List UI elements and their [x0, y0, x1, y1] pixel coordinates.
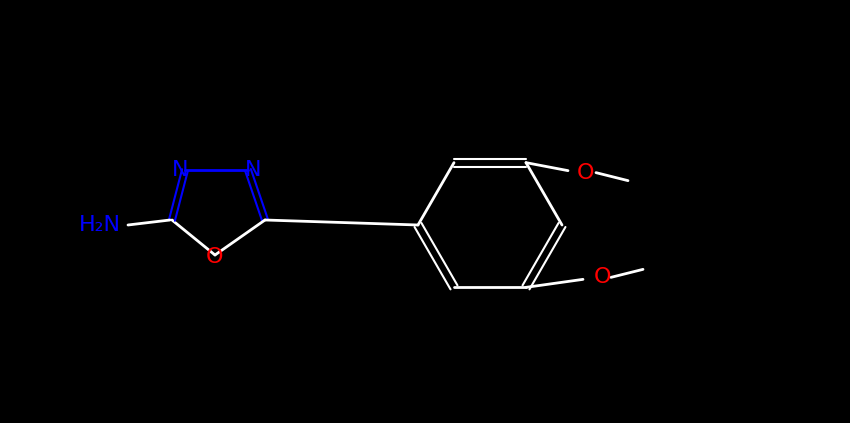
Text: H₂N: H₂N [79, 215, 121, 235]
Text: O: O [594, 267, 612, 287]
Text: N: N [172, 160, 188, 180]
Text: O: O [207, 247, 224, 267]
Text: N: N [245, 160, 261, 180]
Text: O: O [577, 163, 595, 183]
